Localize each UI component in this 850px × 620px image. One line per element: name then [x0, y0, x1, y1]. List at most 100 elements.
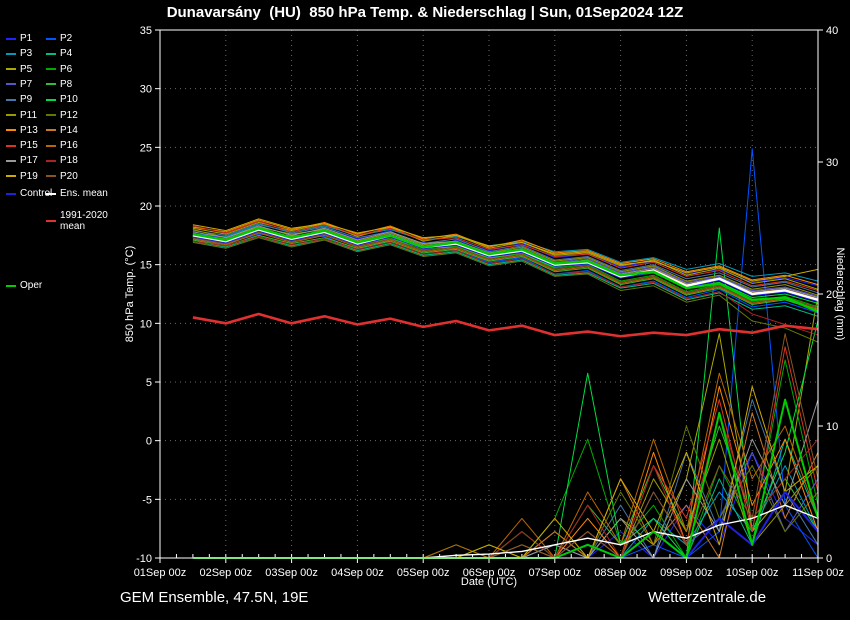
y-left-tick-label: 25	[140, 142, 152, 154]
x-tick-label: 02Sep 00z	[199, 567, 252, 579]
legend-swatch	[6, 83, 16, 86]
series-P4-temp	[192, 236, 819, 317]
legend-item-p20: P20	[46, 171, 78, 182]
y-left-tick-label: -10	[136, 553, 152, 565]
x-tick-label: 07Sep 00z	[528, 567, 581, 579]
x-tick-label: 08Sep 00z	[594, 567, 647, 579]
legend-swatch	[6, 98, 16, 101]
y-right-tick-label: 40	[826, 25, 838, 37]
legend-item-p15: P15	[6, 140, 38, 151]
legend-label: P8	[60, 78, 73, 90]
legend-swatch	[6, 129, 16, 132]
series-climate-temp	[192, 312, 819, 338]
legend-item-p16: P16	[46, 140, 78, 151]
legend-label: P12	[60, 109, 78, 121]
legend-label: P7	[20, 78, 33, 90]
legend-label: P19	[20, 170, 38, 182]
series-P8-temp	[192, 234, 819, 311]
series-control-precip	[192, 491, 819, 559]
legend-item-p13: P13	[6, 125, 38, 136]
legend-item-p1: P1	[6, 33, 32, 44]
series-P12-temp	[192, 237, 819, 343]
legend-item-p10: P10	[46, 94, 78, 105]
y-right-tick-label: 10	[826, 421, 838, 433]
y-right-tick-label: 20	[826, 289, 838, 301]
legend-label: 1991-2020 mean	[60, 210, 108, 232]
legend-label: P14	[60, 124, 78, 136]
legend-item-1991-2020-mean: 1991-2020 mean	[46, 210, 118, 232]
legend-label: P9	[20, 94, 33, 106]
series-P13-temp	[192, 219, 819, 286]
x-tick-label: 04Sep 00z	[331, 567, 384, 579]
y-left-tick-label: 0	[146, 436, 152, 448]
x-tick-label: 03Sep 00z	[265, 567, 318, 579]
plot-frame	[159, 29, 819, 559]
y-right-tick-label: 0	[826, 553, 832, 565]
legend-swatch	[46, 144, 56, 147]
series-P2-precip	[192, 148, 819, 559]
legend-item-p14: P14	[46, 125, 78, 136]
legend-item-p19: P19	[6, 171, 38, 182]
legend-swatch	[6, 144, 16, 147]
model-info-text: GEM Ensemble, 47.5N, 19E	[120, 589, 309, 606]
legend-item-p2: P2	[46, 33, 72, 44]
legend-item-ens-mean: Ens. mean	[46, 188, 108, 199]
legend-item-control: Control	[6, 188, 52, 199]
series-P19-temp	[192, 218, 819, 282]
x-tick-label: 01Sep 00z	[134, 567, 187, 579]
legend-swatch	[46, 98, 56, 101]
y-left-tick-label: -5	[142, 494, 152, 506]
legend-swatch	[6, 175, 16, 178]
legend-label: P13	[20, 124, 38, 136]
legend-label: P17	[20, 155, 38, 167]
series-P15-precip	[192, 346, 819, 559]
legend-label: P4	[60, 48, 73, 60]
series-P7-precip	[192, 451, 819, 559]
legend-label: P1	[20, 33, 33, 44]
series-P1-precip	[192, 451, 819, 559]
legend-item-p7: P7	[6, 79, 32, 90]
legend-item-p6: P6	[46, 64, 72, 75]
legend-swatch	[46, 37, 56, 40]
legend-item-p17: P17	[6, 155, 38, 166]
legend-label: Ens. mean	[60, 188, 108, 199]
legend-label: P3	[20, 48, 33, 60]
y-axis-left-title: 850 hPa Temp. (°C)	[124, 245, 136, 343]
series-P11-temp	[192, 226, 819, 296]
y-axis-right-title: Niederschlag (mm)	[834, 247, 846, 341]
legend-item-p8: P8	[46, 79, 72, 90]
series-P15-temp	[192, 220, 819, 291]
y-left-tick-label: 20	[140, 201, 152, 213]
legend-item-oper: Oper	[6, 280, 42, 291]
x-axis-title: Date (UTC)	[460, 576, 518, 588]
y-right-tick-label: 30	[826, 157, 838, 169]
legend-swatch	[46, 192, 56, 195]
series-P20-temp	[192, 231, 819, 309]
site-credit-text: Wetterzentrale.de	[648, 589, 767, 606]
legend-label: P6	[60, 63, 73, 75]
chart-title: Dunavarsány (HU) 850 hPa Temp. & Nieders…	[166, 4, 684, 21]
x-tick-label: 10Sep 00z	[726, 567, 779, 579]
series-P16-temp	[192, 232, 819, 310]
legend-swatch	[6, 68, 16, 71]
legend-swatch	[6, 37, 16, 40]
legend-swatch	[46, 52, 56, 55]
legend-item-p4: P4	[46, 48, 72, 59]
series-P5-temp	[192, 221, 819, 290]
legend-swatch	[46, 159, 56, 162]
series-P9-temp	[192, 223, 819, 294]
legend-swatch	[46, 114, 56, 116]
legend-label: P18	[60, 155, 78, 167]
legend-item-p9: P9	[6, 94, 32, 105]
x-tick-label: 09Sep 00z	[660, 567, 713, 579]
legend-label: P2	[60, 33, 73, 44]
y-left-tick-label: 35	[140, 25, 152, 37]
legend-swatch	[46, 175, 56, 178]
legend-label: P15	[20, 140, 38, 152]
x-tick-label: 11Sep 00z	[792, 567, 844, 579]
legend-label: Oper	[20, 280, 43, 291]
legend-item-p3: P3	[6, 48, 32, 59]
legend-label: P20	[60, 170, 78, 182]
